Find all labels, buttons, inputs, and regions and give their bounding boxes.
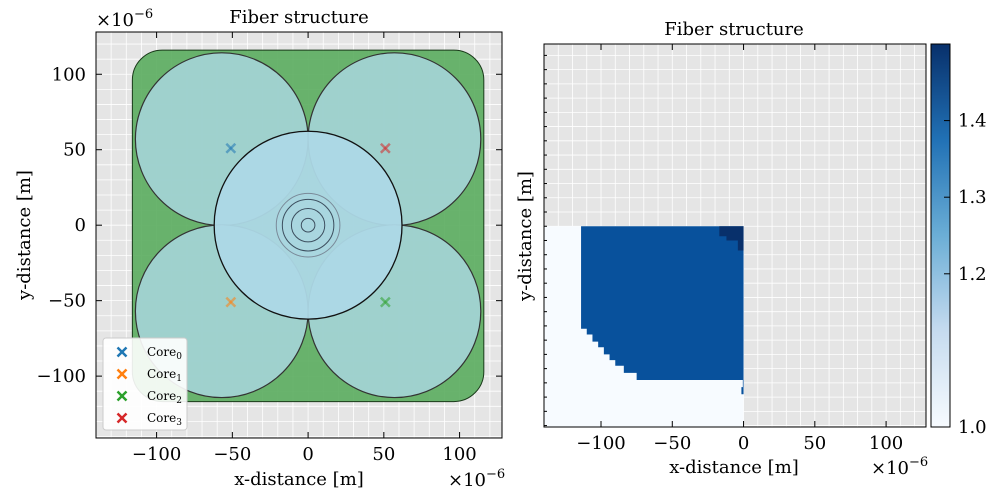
x-tick-label: 50 <box>803 433 826 454</box>
fiber-structure <box>131 49 485 403</box>
legend-marker <box>116 390 128 402</box>
x-tick-label: 50 <box>372 444 395 465</box>
legend-label: Core3 <box>147 411 182 428</box>
center-circle <box>213 130 403 320</box>
right-x-scale-base: ×10 <box>871 458 909 479</box>
core-marker-stroke <box>225 142 237 154</box>
colorbar-ticks: 1.0 1.2 1.3 1.4 <box>944 111 987 438</box>
core-marker <box>225 296 237 308</box>
x-tick-label: −50 <box>653 433 691 454</box>
x-tick-label: 100 <box>869 433 903 454</box>
y-tick-label: −100 <box>37 366 86 387</box>
left-xlabel: x-distance [m] <box>234 469 364 490</box>
y-tick-label: 50 <box>63 140 86 161</box>
colorbar-gradient <box>930 43 951 428</box>
index-heatmap <box>544 226 744 427</box>
left-ticks: −100 −50 0 50 100 −100 −50 0 50 100 <box>37 32 502 465</box>
right-x-scale-label: ×10−6 <box>871 455 928 479</box>
left-ylabel: y-distance [m] <box>14 170 35 301</box>
legend-label: Core2 <box>147 389 182 406</box>
y-tick-label: 0 <box>75 215 86 236</box>
colorbar: 1.0 1.2 1.3 1.4 <box>930 43 987 438</box>
colorbar-tick-label: 1.4 <box>958 111 987 132</box>
left-title: Fiber structure <box>229 7 369 28</box>
core-marker <box>379 296 391 308</box>
core-marker-stroke <box>225 296 237 308</box>
core-region <box>719 226 744 251</box>
core-marker-stroke <box>379 142 391 154</box>
legend-box <box>102 337 188 431</box>
left-y-scale-label: ×10−6 <box>96 7 153 31</box>
x-tick-label: −100 <box>576 433 625 454</box>
x-tick-label: 0 <box>738 433 749 454</box>
inner-ring <box>275 192 341 258</box>
colorbar-tick-label: 1.2 <box>958 264 987 285</box>
x-tick-label: −50 <box>213 444 251 465</box>
left-axes-frame <box>95 31 503 439</box>
legend-label: Core0 <box>147 345 182 362</box>
legend-marker <box>116 346 128 358</box>
x-tick-label: 100 <box>442 444 476 465</box>
y-tick-label: 100 <box>52 64 86 85</box>
left-x-scale-label: ×10−6 <box>448 467 505 491</box>
high-index-region <box>581 226 744 395</box>
legend-marker <box>116 368 128 380</box>
left-x-scale-base: ×10 <box>448 470 486 491</box>
colorbar-tick-label: 1.3 <box>958 187 987 208</box>
legend-items: Core0 Core1 Core2 Core3 <box>116 345 182 428</box>
core-markers <box>225 142 391 308</box>
core-marker <box>225 142 237 154</box>
y-tick-label: −50 <box>48 291 86 312</box>
left-x-scale-exp: −6 <box>486 467 505 482</box>
left-y-scale-base: ×10 <box>96 10 134 31</box>
legend-marker <box>116 412 128 424</box>
right-axes: −100 −50 0 50 100 Fiber structure x-distance… <box>515 19 987 479</box>
right-ylabel: y-distance [m] <box>515 171 536 302</box>
core-marker-stroke <box>379 296 391 308</box>
left-axes: −100 −50 0 50 100 −100 −50 0 50 100 Fiber structu… <box>14 7 505 491</box>
x-tick-label: 0 <box>302 444 313 465</box>
right-ticks: −100 −50 0 50 100 <box>544 44 903 454</box>
core-marker <box>379 142 391 154</box>
left-y-scale-exp: −6 <box>134 7 153 22</box>
legend-label: Core1 <box>147 367 182 384</box>
x-tick-label: −100 <box>132 444 181 465</box>
legend: Core0 Core1 Core2 Core3 <box>102 337 188 431</box>
right-axes-frame <box>543 43 927 428</box>
inner-ring <box>300 217 316 233</box>
right-x-scale-exp: −6 <box>909 455 928 470</box>
inner-ring <box>290 208 326 243</box>
inner-ring <box>281 198 335 252</box>
colorbar-tick-label: 1.0 <box>958 417 987 438</box>
right-xlabel: x-distance [m] <box>669 457 799 478</box>
right-title: Fiber structure <box>664 19 804 40</box>
